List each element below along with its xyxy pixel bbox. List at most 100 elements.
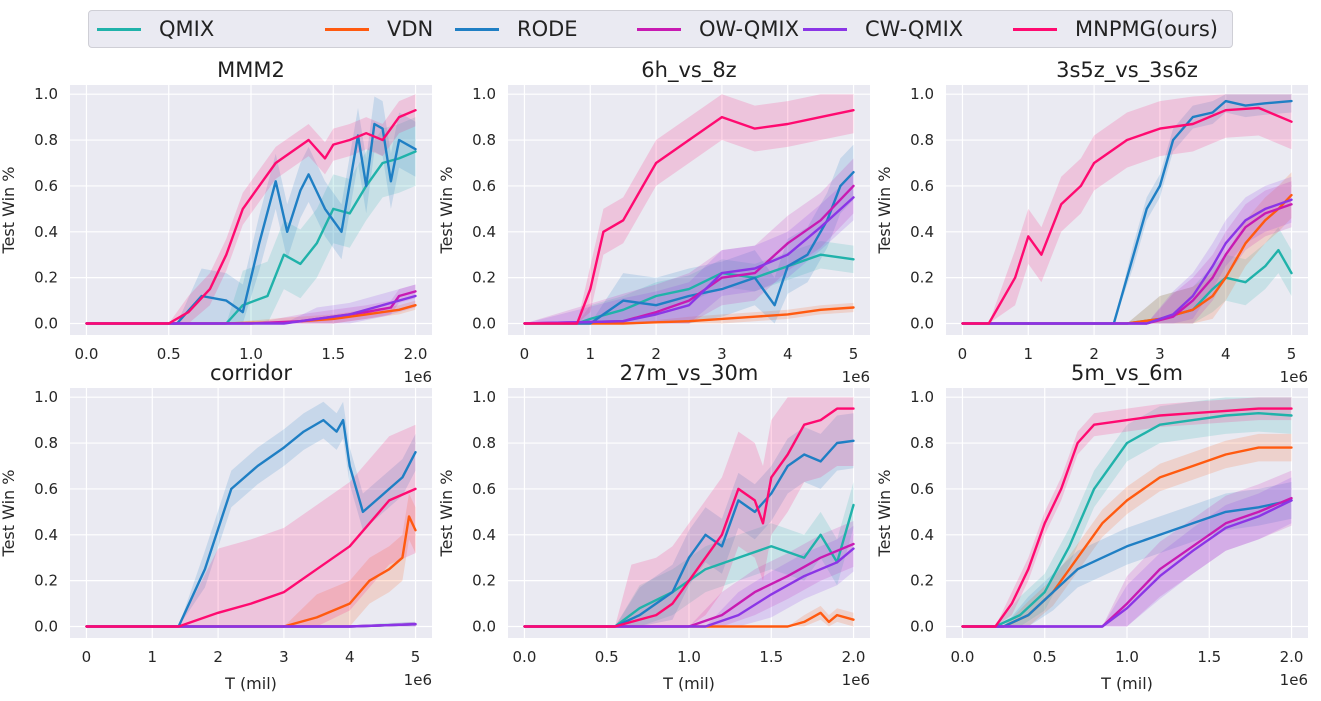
legend-label: MNPMG(ours) [1075,17,1219,41]
series-band [962,94,1292,324]
x-tick-label: 2.0 [404,345,428,363]
legend-swatch [325,27,369,31]
x-offset-text: 1e6 [842,368,870,386]
y-tick-label: 1.0 [910,85,934,103]
x-tick-label: 3 [279,648,289,666]
series-group [523,397,855,628]
y-tick-label: 0.6 [910,480,934,498]
x-tick-label: 3 [717,345,727,363]
y-tick-label: 0.0 [910,315,934,333]
series-band [962,477,1292,627]
y-axis-label: Test Win % [0,470,18,558]
legend-swatch [803,27,847,31]
x-offset-text: 1e6 [404,368,432,386]
series-line [85,150,417,325]
series-line [85,122,417,325]
x-tick-label: 1.5 [759,648,783,666]
legend-item: CW-QMIX [803,11,963,47]
series-band [524,302,854,324]
series-band [524,525,854,627]
series-line [961,106,1293,325]
x-offset-text: 1e6 [842,671,870,689]
x-tick-label: 0 [958,345,968,363]
x-tick-label: 1 [585,345,595,363]
y-tick-label: 0.8 [34,131,58,149]
series-group [85,94,417,325]
y-tick-label: 1.0 [34,388,58,406]
x-tick-label: 5 [411,648,421,666]
x-tick-label: 2 [213,648,223,666]
y-tick-label: 0.8 [34,434,58,452]
x-tick-label: 0.0 [75,345,99,363]
series-line [961,412,1293,628]
x-axis-label: T (mil) [1100,674,1153,693]
series-line [961,407,1293,628]
x-tick-label: 0.0 [951,648,975,666]
series-line [85,487,417,628]
y-tick-label: 0.2 [910,572,934,590]
legend: QMIX VDN RODE OW-QMIX CW-QMIX MNPMG(ours) [88,10,1233,48]
y-tick-label: 0.8 [910,131,934,149]
y-tick-label: 0.4 [910,223,934,241]
y-tick-label: 0.4 [34,526,58,544]
series-line [523,439,855,628]
series-band [962,176,1292,324]
series-band [524,482,854,627]
legend-label: RODE [517,17,578,41]
y-tick-label: 0.0 [910,618,934,636]
chart-panel: 0.0 0.2 0.4 0.6 0.8 1.0 0.0 0.5 1.0 1.5 2.0 MMM2 Tes… [0,58,432,386]
chart-title: corridor [210,361,292,385]
series-line [523,108,855,325]
chart-panel: 0.0 0.2 0.4 0.6 0.8 1.0 0 1 2 3 4 5 corridor Test Win… [0,361,432,693]
series-group [961,397,1293,628]
y-tick-label: 1.0 [910,388,934,406]
y-tick-label: 1.0 [472,85,496,103]
series-band [524,397,854,627]
series-line [961,499,1293,628]
x-tick-label: 3 [1155,345,1165,363]
x-tick-label: 4 [1221,345,1231,363]
chart-panel: 0.0 0.2 0.4 0.6 0.8 1.0 0 1 2 3 4 5 3s5z_vs_3s6z Test… [875,58,1308,386]
x-tick-label: 1 [1023,345,1033,363]
series-band [86,284,416,324]
series-line [85,515,417,628]
x-tick-label: 5 [849,345,859,363]
series-band [86,94,416,324]
series-band [86,493,416,627]
y-tick-label: 0.6 [34,177,58,195]
y-axis-label: Test Win % [875,470,894,558]
series-group [85,401,417,628]
x-tick-label: 1.5 [321,345,345,363]
series-line [961,499,1293,628]
legend-item: VDN [325,11,433,47]
x-offset-text: 1e6 [404,671,432,689]
series-band [86,284,416,324]
legend-swatch [1013,27,1057,31]
series-line [85,108,417,325]
x-offset-text: 1e6 [1280,368,1308,386]
y-tick-label: 1.0 [34,85,58,103]
legend-label: QMIX [159,17,215,41]
x-tick-label: 2 [651,345,661,363]
series-line [523,196,855,325]
series-line [961,193,1293,325]
y-tick-label: 0.2 [910,269,934,287]
y-tick-label: 0.2 [472,572,496,590]
x-tick-label: 0.0 [513,648,537,666]
chart-title: 3s5z_vs_3s6z [1056,58,1198,83]
legend-item: QMIX [97,11,214,47]
chart-title: 27m_vs_30m [620,361,759,386]
x-tick-label: 1.0 [677,648,701,666]
x-tick-label: 5 [1287,345,1297,363]
legend-swatch [637,27,681,31]
y-tick-label: 0.0 [34,315,58,333]
series-band [524,521,854,627]
y-tick-label: 0.2 [472,269,496,287]
legend-label: CW-QMIX [865,17,964,41]
y-tick-label: 0.8 [472,434,496,452]
series-band [524,605,854,627]
series-band [524,158,854,324]
y-tick-label: 0.8 [472,131,496,149]
plot-area [508,85,870,335]
